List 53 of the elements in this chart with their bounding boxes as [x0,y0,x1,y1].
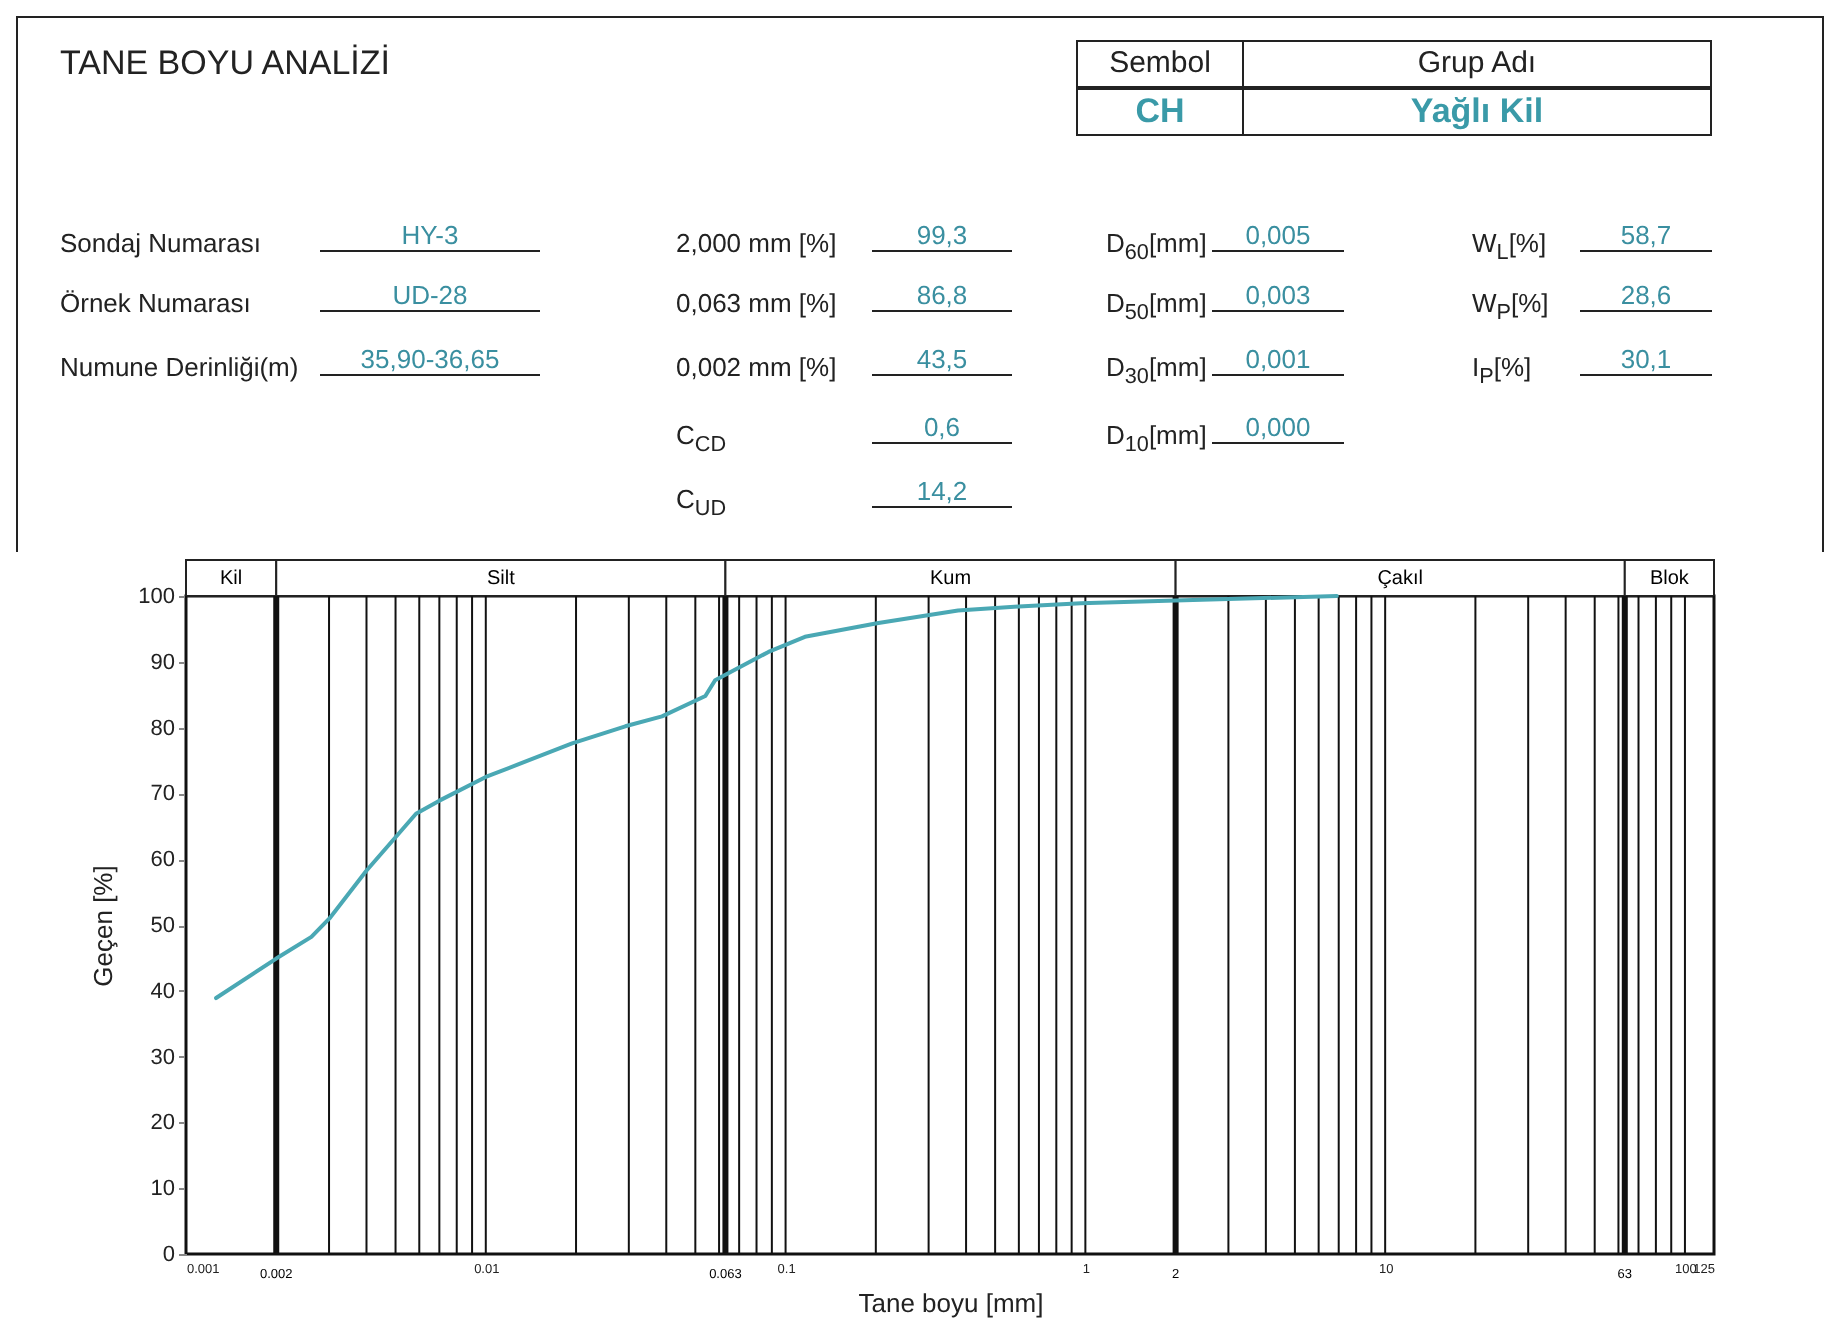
text: 28,6 [1580,280,1712,312]
text: 0,000 [1212,412,1344,444]
text: Yağlı Kil [1242,88,1712,136]
text: D$_{10}$[mm] [1106,420,1207,458]
text: 43,5 [872,344,1012,376]
text: 35,90-36,65 [320,344,540,376]
y-tick-label: 20 [150,1111,175,1136]
text: 30,1 [1580,344,1712,376]
text: 0,002 mm [%] [676,352,837,382]
y-tick-label: 80 [150,716,175,741]
text: 0,063 mm [%] [676,288,837,318]
text: D$_{30}$[mm] [1106,352,1207,390]
text: D$_{60}$[mm] [1106,228,1207,266]
text: 58,7 [1580,220,1712,252]
text: Grup Adı [1242,40,1712,88]
text: 99,3 [872,220,1012,252]
text: Kil [220,568,243,590]
text: 86,8 [872,280,1012,312]
text: I$_{P}$[%] [1472,352,1532,390]
y-tick-label: 60 [150,848,175,873]
text: 0,001 [1212,344,1344,376]
text: Kum [929,568,972,590]
chart-title: TANE BOYU ANALİZİ [60,44,391,84]
y-axis-title: Geçen [%] [88,865,119,987]
y-tick-label: 10 [150,1177,175,1202]
text: 0,003 [1212,280,1344,312]
text: C$_{CD}$ [676,420,727,458]
text: 2,000 mm [%] [676,228,837,258]
text: HY-3 [320,220,540,252]
text: Silt [486,568,516,590]
text: Numune Derinliği(m) [60,352,299,382]
text: 0,6 [872,412,1012,444]
text: 14,2 [872,476,1012,508]
text: CH [1076,88,1244,136]
text: Çakıl [1377,568,1423,590]
text: UD-28 [320,280,540,312]
y-tick-label: 0 [162,1243,175,1267]
x-axis-title: Tane boyu [mm] [858,1288,1044,1318]
text: C$_{UD}$ [676,484,727,522]
text: Örnek Numarası [60,288,251,318]
text: W$_{L}$[%] [1472,228,1547,266]
y-tick-label: 50 [150,914,175,938]
y-tick-label: 40 [150,979,175,1004]
text: W$_{P}$[%] [1472,288,1549,326]
y-tick-label: 100 [138,585,175,609]
text: Sondaj Numarası [60,228,261,258]
text: D$_{50}$[mm] [1106,288,1207,326]
y-tick-label: 70 [150,782,175,807]
text: 0,005 [1212,220,1344,252]
text: Sembol [1076,40,1244,88]
y-tick-label: 30 [150,1045,175,1070]
y-tick-label: 90 [150,650,175,675]
text: Blok [1649,568,1691,590]
